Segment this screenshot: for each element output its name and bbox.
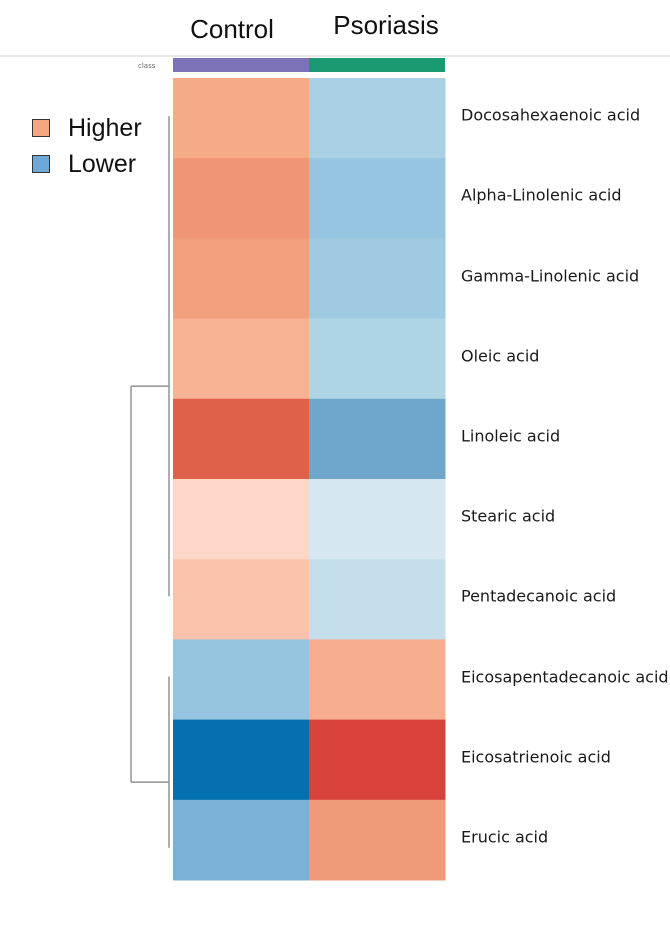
row-label: Stearic acid (461, 506, 556, 526)
row-dendrogram (130, 116, 170, 848)
row-label: Eicosapentadecanoic acid (461, 667, 669, 686)
row-label: Eicosatrienoic acid (461, 747, 611, 767)
heatmap-cell-r5-c1 (309, 479, 446, 560)
heatmap-cell-r7-c1 (309, 639, 446, 721)
heatmap-cell-r6-c0 (173, 559, 310, 640)
heatmap-cell-r4-c0 (173, 398, 310, 480)
heatmap-cell-r0-c1 (309, 78, 446, 159)
heatmap-cell-r8-c1 (309, 719, 446, 801)
row-label: Gamma-Linolenic acid (461, 266, 640, 285)
heatmap-cell-r1-c0 (173, 158, 310, 239)
heatmap-cell-r3-c0 (173, 318, 310, 400)
heatmap-cell-r4-c1 (309, 398, 446, 480)
row-label: Alpha-Linolenic acid (461, 185, 622, 205)
legend-swatch-higher (32, 119, 50, 137)
legend-label-lower: Lower (68, 149, 137, 178)
heatmap-cell-r2-c0 (173, 238, 310, 320)
row-label: Oleic acid (461, 346, 540, 366)
heatmap-cell-r5-c0 (173, 479, 310, 560)
heatmap-cell-r3-c1 (309, 318, 446, 400)
column-header-control: Control (190, 14, 274, 44)
legend-label-higher: Higher (68, 113, 142, 142)
row-label: Linoleic acid (461, 426, 561, 446)
legend-swatch-lower (32, 155, 50, 173)
legend: Higher Lower (32, 110, 142, 182)
legend-item-higher: Higher (32, 110, 142, 146)
class-bar (173, 58, 445, 72)
row-label: Docosahexaenoic acid (461, 105, 641, 125)
heatmap-cell-r7-c0 (173, 639, 310, 721)
class-bar-label: class (138, 62, 156, 70)
column-header-psoriasis: Psoriasis (333, 10, 439, 40)
heatmap-cell-r9-c0 (173, 799, 310, 881)
row-label: Erucic acid (461, 827, 549, 847)
heatmap-cell-r1-c1 (309, 158, 446, 239)
legend-item-lower: Lower (32, 146, 142, 182)
heatmap-cell-r0-c0 (173, 78, 310, 159)
heatmap-cell-r8-c0 (173, 719, 310, 801)
row-label: Pentadecanoic acid (461, 586, 617, 606)
heatmap-cell-r9-c1 (309, 799, 446, 881)
heatmap-cell-r6-c1 (309, 559, 446, 640)
class-bar-control (173, 58, 309, 72)
heatmap-cell-r2-c1 (309, 238, 446, 320)
heatmap-cells (173, 78, 446, 881)
class-bar-psoriasis (309, 58, 445, 72)
